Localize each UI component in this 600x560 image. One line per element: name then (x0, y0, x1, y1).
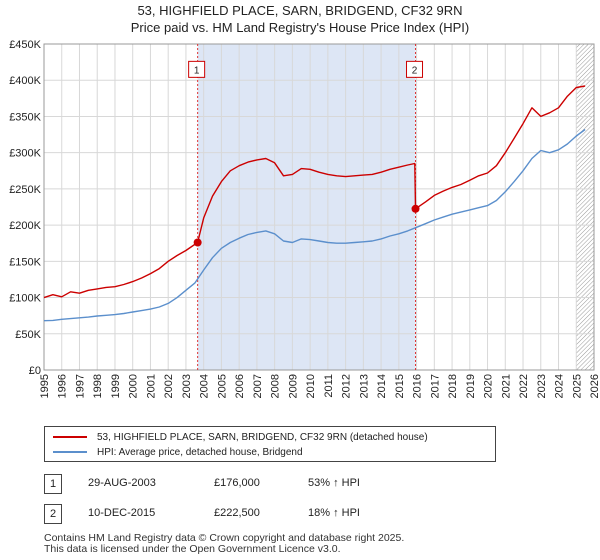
y-tick-label: £100K (9, 293, 41, 305)
footer: Contains HM Land Registry data © Crown c… (44, 533, 404, 555)
x-tick-label: 2025 (571, 374, 583, 398)
x-tick-label: 2018 (447, 374, 459, 398)
y-tick-label: £50K (15, 329, 41, 341)
x-tick-label: 2011 (323, 374, 335, 398)
sale-period-shade (197, 44, 416, 370)
y-tick-label: £450K (9, 39, 41, 51)
x-tick-label: 2023 (536, 374, 548, 398)
x-tick-label: 2010 (305, 374, 317, 398)
sale-marker-box (406, 60, 424, 78)
x-tick-label: 1996 (57, 374, 69, 398)
chart-subtitle: Price paid vs. HM Land Registry's House … (130, 20, 470, 35)
legend-swatch-property (53, 436, 87, 438)
x-tick-label: 1997 (74, 374, 86, 398)
future-hatch (576, 44, 594, 370)
sale-point (411, 204, 420, 213)
chart-title: 53, HIGHFIELD PLACE, SARN, BRIDGEND, CF3… (137, 3, 463, 18)
transaction-number: 2 (44, 504, 62, 524)
legend-item-hpi: HPI: Average price, detached house, Brid… (53, 445, 303, 459)
transaction-row: 2 10-DEC-2015 £222,500 18% ↑ HPI (44, 504, 464, 526)
legend-label-property: 53, HIGHFIELD PLACE, SARN, BRIDGEND, CF3… (97, 431, 428, 443)
y-tick-label: £300K (9, 148, 41, 160)
x-tick-label: 2019 (465, 374, 477, 398)
x-tick-label: 2017 (429, 374, 441, 398)
x-tick-label: 2000 (128, 374, 140, 398)
x-tick-label: 2024 (554, 374, 566, 398)
x-tick-label: 2021 (500, 374, 512, 398)
x-tick-label: 2009 (287, 374, 299, 398)
transaction-date: 29-AUG-2003 (88, 477, 156, 489)
x-tick-label: 2004 (199, 374, 211, 398)
x-tick-label: 2001 (145, 374, 157, 398)
x-tick-label: 2005 (216, 374, 228, 398)
x-tick-label: 2006 (234, 374, 246, 398)
transaction-price: £222,500 (214, 507, 260, 519)
x-tick-label: 2012 (341, 374, 353, 398)
x-tick-label: 2014 (376, 374, 388, 398)
x-tick-label: 1998 (92, 374, 104, 398)
transaction-hpi: 18% ↑ HPI (308, 507, 360, 519)
x-tick-label: 2026 (589, 374, 600, 398)
footer-copyright: Contains HM Land Registry data © Crown c… (44, 532, 405, 544)
x-tick-label: 2002 (163, 374, 175, 398)
x-tick-label: 1995 (39, 374, 51, 398)
sale-point (193, 238, 202, 247)
x-tick-label: 2013 (358, 374, 370, 398)
x-tick-label: 2020 (483, 374, 495, 398)
transaction-price: £176,000 (214, 477, 260, 489)
sale-marker-label: 1 (194, 65, 200, 76)
transaction-row: 1 29-AUG-2003 £176,000 53% ↑ HPI (44, 474, 464, 496)
x-tick-label: 2015 (394, 374, 406, 398)
transaction-number: 1 (44, 474, 62, 494)
y-tick-label: £400K (9, 75, 41, 87)
transaction-date: 10-DEC-2015 (88, 507, 156, 519)
legend-swatch-hpi (53, 451, 87, 453)
y-tick-label: £350K (9, 111, 41, 123)
legend-item-property: 53, HIGHFIELD PLACE, SARN, BRIDGEND, CF3… (53, 430, 428, 444)
footer-licence: This data is licensed under the Open Gov… (44, 543, 341, 555)
x-tick-label: 2007 (252, 374, 264, 398)
y-tick-label: £150K (9, 256, 41, 268)
y-tick-label: £250K (9, 184, 41, 196)
x-tick-label: 2003 (181, 374, 193, 398)
sale-marker-box (188, 60, 206, 78)
y-tick-label: £200K (9, 220, 41, 232)
sale-marker-label: 2 (412, 65, 418, 76)
legend: 53, HIGHFIELD PLACE, SARN, BRIDGEND, CF3… (44, 426, 496, 462)
chart-plot: £0 £50K £100K £150K £200K £250K £300K £350K £400… (9, 39, 600, 398)
x-tick-label: 2008 (270, 374, 282, 398)
plot-border (43, 43, 595, 371)
y-tick-label: £0 (29, 365, 41, 377)
property-price-line (43, 85, 586, 299)
x-tick-label: 2016 (412, 374, 424, 398)
legend-label-hpi: HPI: Average price, detached house, Brid… (97, 446, 303, 458)
x-tick-label: 2022 (518, 374, 530, 398)
x-tick-label: 1999 (110, 374, 122, 398)
hpi-line (43, 128, 586, 322)
transaction-hpi: 53% ↑ HPI (308, 477, 360, 489)
